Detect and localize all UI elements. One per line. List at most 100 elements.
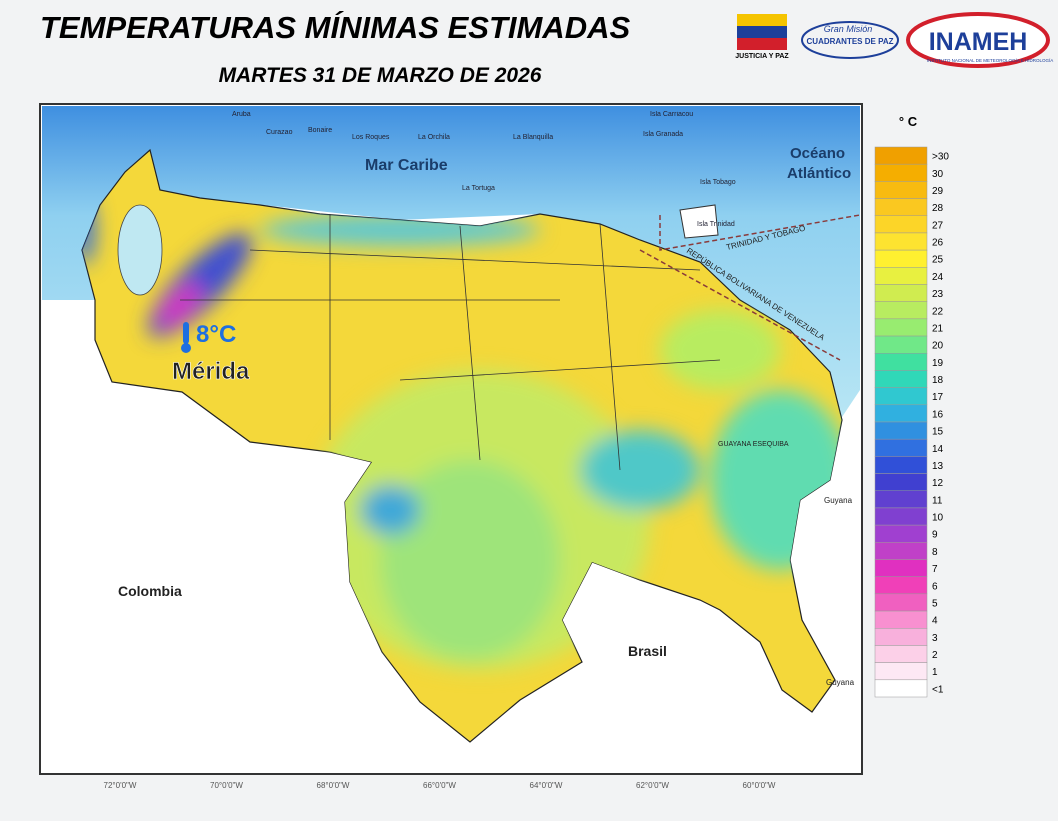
legend-label: 1 (932, 667, 938, 678)
place-label: La Blanquilla (513, 134, 553, 141)
legend-label: 15 (932, 427, 944, 438)
legend-label: 20 (932, 341, 944, 352)
legend-swatch (874, 181, 928, 199)
legend-label: 6 (932, 581, 938, 592)
place-label: Bonaire (308, 127, 332, 134)
legend-swatch (874, 524, 928, 543)
legend-label: 29 (932, 186, 944, 197)
legend-swatch (874, 576, 928, 595)
legend-swatch (874, 456, 928, 474)
logo-text: INAMEH (929, 28, 1028, 56)
map (39, 103, 863, 775)
legend-label: 11 (932, 495, 943, 506)
legend-swatch (874, 146, 928, 165)
legend-label: 24 (932, 272, 944, 283)
legend-label: 30 (932, 169, 944, 180)
subtitle: MARTES 31 DE MARZO DE 2026 (219, 64, 542, 87)
legend-label: 13 (932, 461, 944, 472)
legend-label: 21 (932, 323, 944, 334)
legend-label: 12 (932, 478, 944, 489)
legend-swatch (874, 249, 928, 268)
region-label: Guyana (826, 678, 855, 687)
legend-swatch (874, 610, 928, 629)
lon-tick-label: 68°0'0"W (317, 781, 350, 790)
legend-label: 19 (932, 358, 944, 369)
place-label: Isla Tobago (700, 179, 736, 186)
legend-swatch (874, 267, 928, 285)
legend-swatch (874, 232, 928, 251)
lon-tick-label: 60°0'0"W (743, 781, 776, 790)
legend-swatch (874, 421, 928, 440)
lon-tick-label: 64°0'0"W (530, 781, 563, 790)
place-label: La Orchila (418, 134, 450, 141)
legend-swatch (874, 215, 928, 234)
legend-label: <1 (932, 684, 944, 695)
legend-swatch (874, 353, 928, 371)
legend-label: 14 (932, 444, 944, 455)
legend-label: >30 (932, 152, 949, 163)
legend-swatch (874, 438, 928, 457)
logo-text: INSTITUTO NACIONAL DE METEOROLOGÍA E HID… (927, 57, 1054, 63)
lon-tick-label: 62°0'0"W (636, 781, 669, 790)
logos: JUSTICIA Y PAZ Gran Misión CUADRANTES DE… (735, 12, 1054, 68)
legend: >303029282726252423222120191817161514131… (874, 146, 949, 698)
annotation: 8°C Mérida (172, 321, 251, 385)
sea (42, 106, 860, 420)
place-label: Los Roques (352, 134, 390, 141)
place-label: La Tortuga (462, 185, 495, 192)
legend-label: 16 (932, 409, 944, 420)
legend-swatch (874, 198, 928, 216)
legend-swatch (874, 163, 928, 182)
logo-text: CUADRANTES DE PAZ (807, 37, 894, 46)
legend-swatch (874, 370, 928, 388)
legend-swatch (874, 542, 928, 560)
annotation-place: Mérida (172, 358, 250, 385)
legend-label: 25 (932, 255, 944, 266)
legend-label: 4 (932, 616, 938, 627)
legend-label: 22 (932, 306, 944, 317)
legend-swatch (874, 335, 928, 354)
annotation-value: 8°C (196, 321, 236, 348)
lon-tick-label: 72°0'0"W (104, 781, 137, 790)
legend-swatch (874, 507, 928, 526)
legend-swatch (874, 318, 928, 337)
region-label: Brasil (628, 643, 667, 659)
legend-swatch (874, 284, 928, 302)
place-label: Isla Carriacou (650, 111, 693, 118)
legend-swatch (874, 645, 928, 663)
legend-swatch (874, 301, 928, 320)
place-label: Curazao (266, 129, 293, 136)
legend-label: 2 (932, 650, 938, 661)
legend-swatch (874, 559, 928, 577)
legend-swatch (874, 404, 928, 423)
legend-unit: ° C (899, 114, 918, 129)
legend-label: 27 (932, 220, 944, 231)
place-label: Isla Granada (643, 131, 683, 138)
legend-swatch (874, 473, 928, 491)
logo-text: Gran Misión (824, 24, 873, 34)
legend-label: 26 (932, 238, 944, 249)
legend-label: 5 (932, 598, 938, 609)
region-label: Mar Caribe (365, 157, 448, 174)
legend-label: 9 (932, 530, 938, 541)
legend-label: 7 (932, 564, 938, 575)
legend-swatch (874, 628, 928, 646)
region-label: GUAYANA ESEQUIBA (718, 441, 789, 448)
legend-swatch (874, 679, 928, 698)
legend-label: 3 (932, 633, 938, 644)
legend-swatch (874, 662, 928, 681)
legend-label: 8 (932, 547, 938, 558)
legend-swatch (874, 490, 928, 509)
logo-text: JUSTICIA Y PAZ (735, 53, 789, 60)
place-label: Isla Trinidad (697, 221, 735, 228)
region-label: Colombia (118, 583, 182, 599)
legend-label: 28 (932, 203, 944, 214)
legend-label: 17 (932, 392, 944, 403)
legend-label: 10 (932, 513, 944, 524)
lon-tick-label: 66°0'0"W (423, 781, 456, 790)
region-label: Océano Atlántico (787, 145, 851, 182)
legend-label: 18 (932, 375, 944, 386)
legend-label: 23 (932, 289, 944, 300)
legend-swatch (874, 387, 928, 406)
